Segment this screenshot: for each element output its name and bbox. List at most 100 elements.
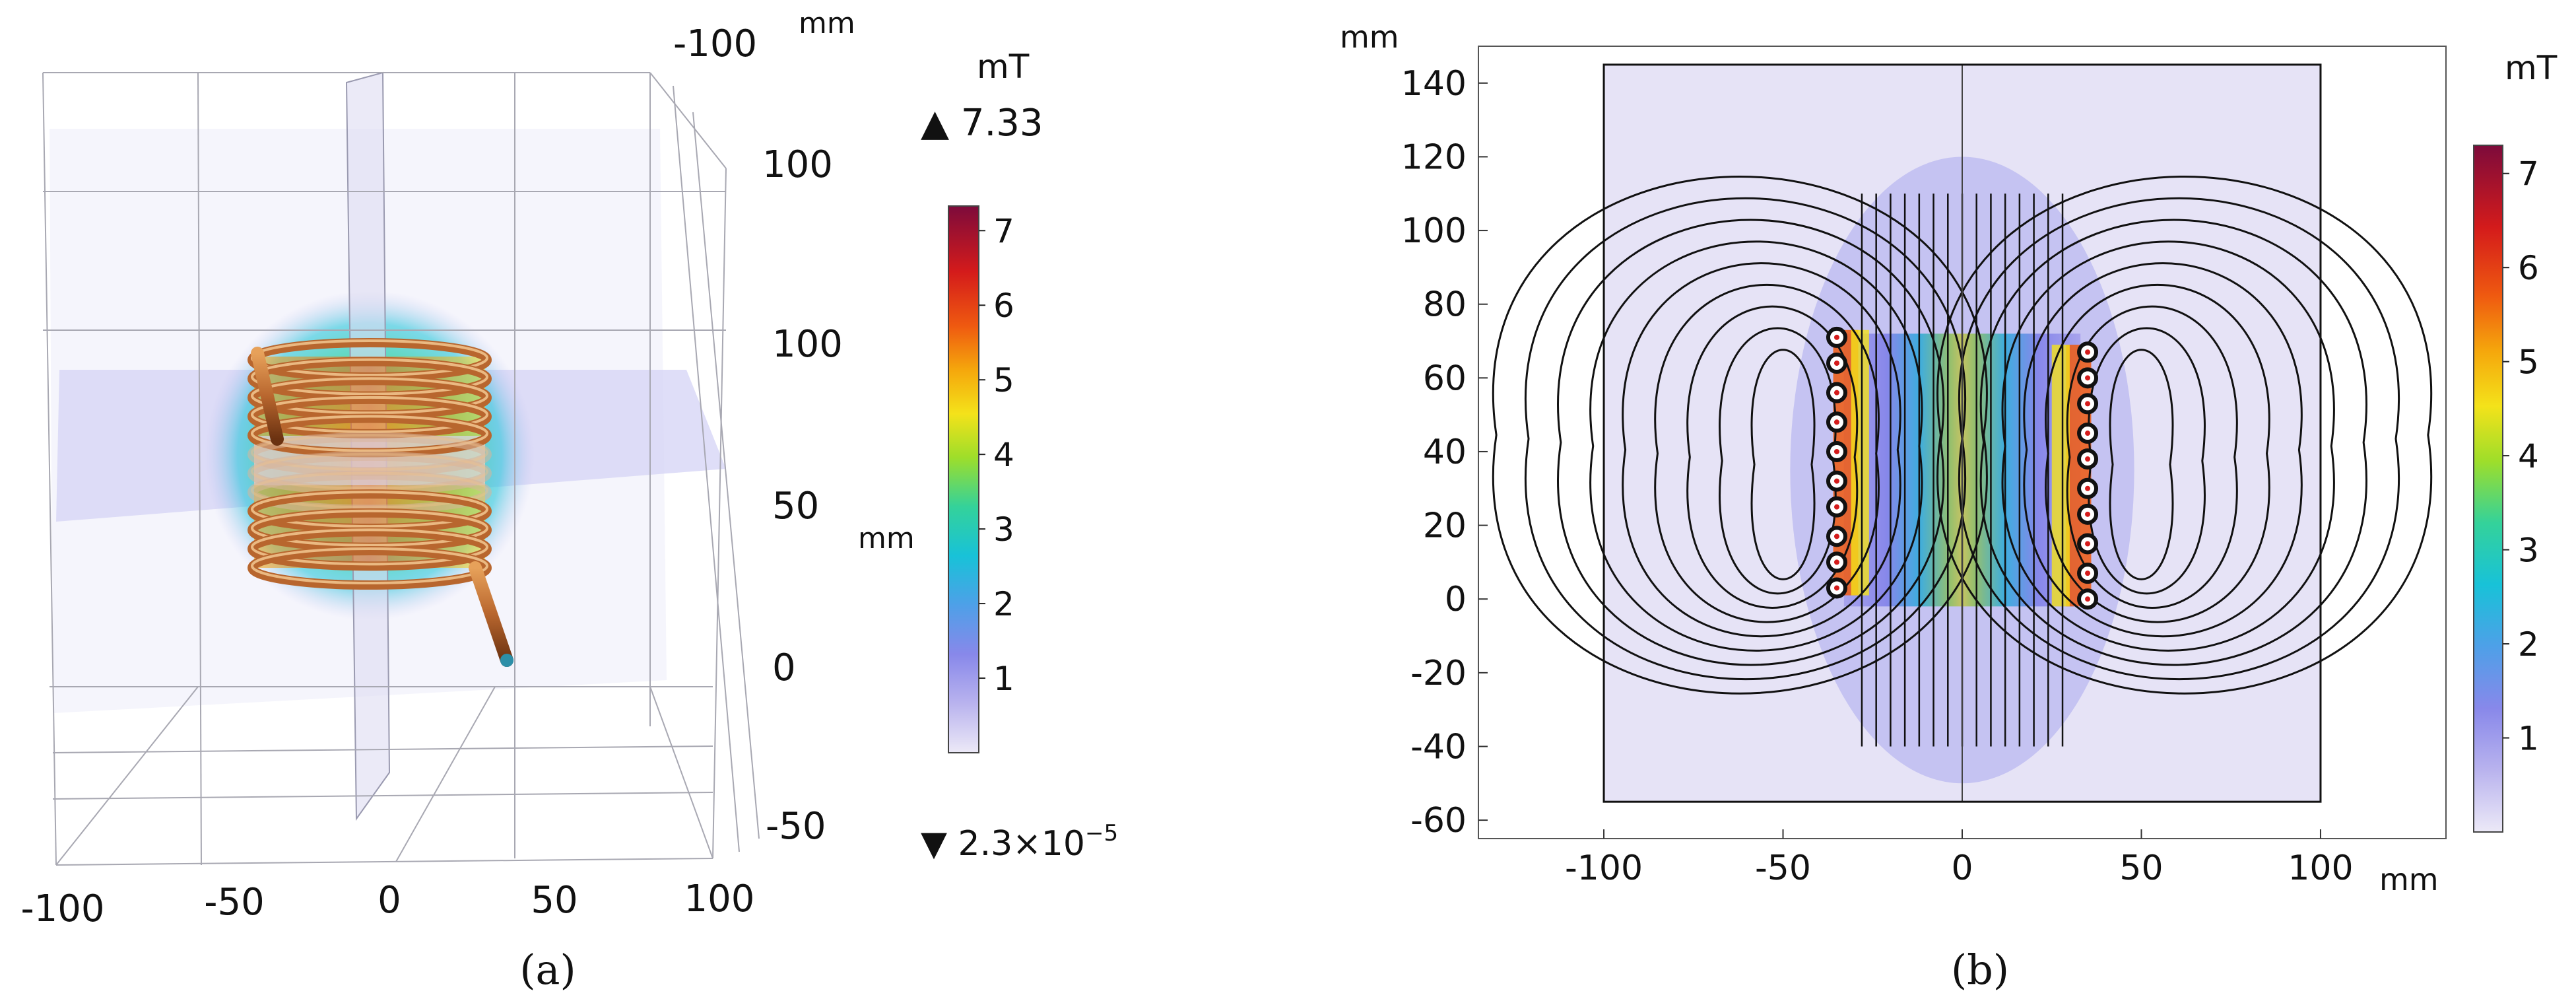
- streamline: [1958, 197, 2400, 680]
- coil-turn-highlight: [251, 528, 488, 566]
- colorbar-tick-label: 2: [2518, 625, 2539, 664]
- streamline: [1557, 219, 1945, 666]
- coil-turn-highlight: [251, 358, 488, 396]
- plot-b-content: [1492, 63, 2433, 803]
- conductor-core: [1833, 585, 1839, 591]
- coil-turn-highlight: [251, 547, 488, 584]
- x-tick-label: 100: [684, 878, 755, 920]
- colorbar-b: [2473, 145, 2503, 833]
- x-tick-label: 50: [531, 879, 578, 922]
- coil-turn-highlight: [251, 491, 488, 528]
- streamline: [1686, 305, 1859, 609]
- conductor-core: [2085, 375, 2091, 381]
- caption-b: (b): [1951, 946, 2009, 994]
- streamline: [2001, 240, 2335, 652]
- streamline: [1750, 349, 1816, 580]
- conductor-core: [1833, 334, 1839, 340]
- x-tick-label: 0: [1951, 848, 1973, 888]
- colorbar-tick-label: 5: [993, 361, 1014, 399]
- conductor-core: [2085, 349, 2091, 355]
- axes-b: -100 -50 0 50 100 -60 -40 -20 0 20 40 60 80 100 120 140: [1401, 64, 2354, 888]
- y-tick-label: 100: [762, 143, 833, 186]
- conductor-core: [1833, 534, 1839, 539]
- conductor-core: [1833, 361, 1839, 366]
- colorbar-tick-label: 1: [2518, 720, 2539, 758]
- z-tick-label: 50: [772, 485, 819, 528]
- y-tick-label: -60: [1410, 801, 1467, 841]
- colorbar-a: [948, 205, 979, 753]
- streamline: [2023, 262, 2303, 638]
- colorbar-tick-label: 7: [993, 212, 1014, 250]
- panel-a-3d-view: -100 -50 0 50 100 -100 100 mm 100 50 0 -…: [20, 7, 1118, 994]
- coil-turn-highlight: [251, 396, 488, 433]
- colorbar-a-unit: mT: [977, 48, 1030, 86]
- x-tick-label: -100: [1565, 848, 1643, 888]
- colorbar-a-min-marker: ▼ 2.3×10−5: [921, 820, 1118, 864]
- coil-turn-highlight: [251, 415, 488, 452]
- domain-boundary: [1602, 63, 2322, 803]
- conductor-core: [1833, 448, 1839, 454]
- y-tick-label: -100: [673, 22, 757, 65]
- x-tick-label: -50: [204, 881, 264, 924]
- streamline: [2109, 349, 2174, 580]
- conductor-core: [2085, 596, 2091, 602]
- y-tick-label: 80: [1423, 285, 1467, 325]
- x-tick-label: 0: [378, 879, 401, 922]
- colorbar-tick-label: 3: [2518, 532, 2539, 570]
- conductor-core: [1833, 559, 1839, 565]
- conductor-core: [2085, 456, 2091, 462]
- conductor-core: [1833, 390, 1839, 396]
- conductor-core: [1833, 504, 1839, 510]
- coil-turn-highlight: [251, 452, 488, 490]
- y-tick-label: 0: [1445, 580, 1467, 619]
- coil-turn-highlight: [251, 509, 488, 547]
- y-tick-label: 60: [1423, 359, 1467, 398]
- y-tick-label: -20: [1410, 654, 1467, 693]
- colorbar-tick-label: 4: [993, 436, 1014, 474]
- z-tick-label: 100: [772, 323, 843, 366]
- colorbar-a-max-marker: ▲ 7.33: [921, 102, 1043, 145]
- conductor-core: [2085, 571, 2091, 576]
- streamline: [1979, 219, 2367, 666]
- z-tick-label: 0: [772, 646, 796, 689]
- y-axis-unit-b: mm: [1340, 19, 1399, 55]
- x-tick-labels-3d: -100 -50 0 50 100: [20, 878, 754, 930]
- x-axis-unit-b: mm: [2379, 862, 2439, 897]
- streamline: [1936, 176, 2433, 695]
- colorbar-tick-label: 3: [993, 510, 1014, 549]
- x-tick-label: -100: [20, 887, 104, 930]
- conductor-core: [1833, 419, 1839, 425]
- bounding-box: [42, 72, 760, 866]
- colorbar-tick-label: 2: [993, 585, 1014, 623]
- conductor-core: [1833, 478, 1839, 484]
- conductor-core: [2085, 511, 2091, 517]
- x-tick-label: 50: [2119, 848, 2163, 888]
- colorbar-a-ticks: 1 2 3 4 5 6 7: [979, 212, 1014, 698]
- coil-turn-highlight: [251, 434, 488, 471]
- caption-a: (a): [519, 946, 576, 994]
- unit-label-top: mm: [799, 7, 855, 40]
- colorbar-tick-label: 1: [993, 660, 1014, 698]
- y-tick-label: 40: [1423, 432, 1467, 472]
- colorbar-tick-label: 7: [2518, 155, 2539, 193]
- colorbar-tick-label: 4: [2518, 437, 2539, 475]
- coil-lead-top: [251, 347, 284, 446]
- x-tick-label: -50: [1755, 848, 1811, 888]
- streamlines: [1492, 64, 2433, 802]
- x-tick-label: 100: [2288, 848, 2353, 888]
- mid-field-strip: [1851, 329, 1869, 596]
- y-tick-label: 140: [1401, 64, 1467, 104]
- coil-turn-highlight: [251, 471, 488, 509]
- conductor-core: [2085, 485, 2091, 491]
- coil-lead-end: [500, 654, 513, 667]
- streamline: [2088, 327, 2206, 595]
- conductor-core: [2085, 431, 2091, 436]
- y-tick-label: -40: [1410, 727, 1467, 767]
- streamline: [1622, 262, 1901, 638]
- colorbar-tick-label: 6: [2518, 249, 2539, 287]
- coil-turns: [248, 338, 492, 590]
- y-tick-label: 20: [1423, 506, 1467, 546]
- colorbar-tick-label: 5: [2518, 343, 2539, 382]
- colorbar-b-ticks: 1 2 3 4 5 6 7: [2503, 155, 2539, 758]
